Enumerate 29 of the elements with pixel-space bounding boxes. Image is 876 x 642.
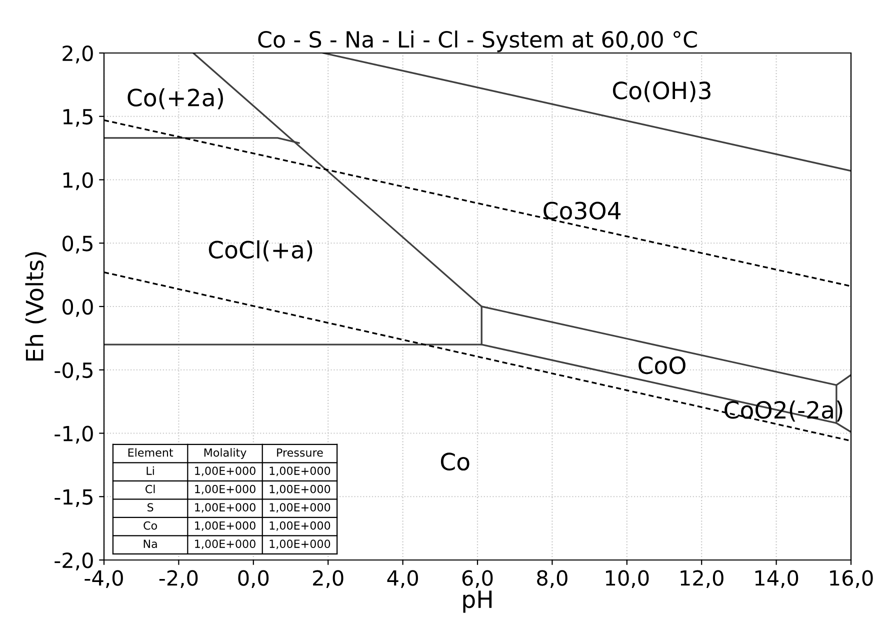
y-tick-label: 2,0 (62, 45, 93, 64)
y-tick-label: -0,5 (54, 362, 92, 380)
y-axis-title: Eh (Volts) (25, 252, 46, 361)
annotation: Co3O4 (544, 202, 621, 220)
annotation: CoCl(+a) (208, 240, 312, 262)
x-tick-label: -4,0 (84, 570, 123, 588)
y-tick-label: -1,5 (54, 489, 92, 507)
x-tick-label: 10,0 (606, 570, 649, 588)
x-tick-label: -2,0 (159, 570, 198, 588)
x-axis-title: pH (463, 590, 492, 613)
x-tick-label: 14,0 (755, 570, 798, 588)
y-tick-label: 0,5 (62, 236, 92, 254)
x-tick-label: 6,0 (462, 570, 493, 588)
annotation: Co(OH)3 (612, 81, 710, 102)
annotation: CoO (638, 356, 686, 374)
chart-title: Co - S - Na - Li - Cl - System at 60,00 °C (258, 30, 697, 52)
x-tick-label: 4,0 (387, 570, 418, 588)
y-tick-label: 1,5 (63, 109, 92, 127)
x-tick-label: 12,0 (680, 570, 724, 588)
x-tick-label: 2,0 (313, 570, 344, 588)
x-tick-label: 8,0 (537, 570, 568, 588)
y-tick-label: -1,0 (54, 426, 93, 444)
x-tick-label: 0,0 (238, 570, 269, 588)
y-tick-label: 0,0 (62, 298, 93, 317)
y-tick-label: 1,0 (63, 172, 93, 190)
x-tick-label: 16,0 (830, 570, 873, 588)
y-tick-label: -2,0 (54, 552, 93, 570)
annotation: Co (440, 452, 470, 471)
annotation: Co(+2a) (128, 88, 223, 110)
